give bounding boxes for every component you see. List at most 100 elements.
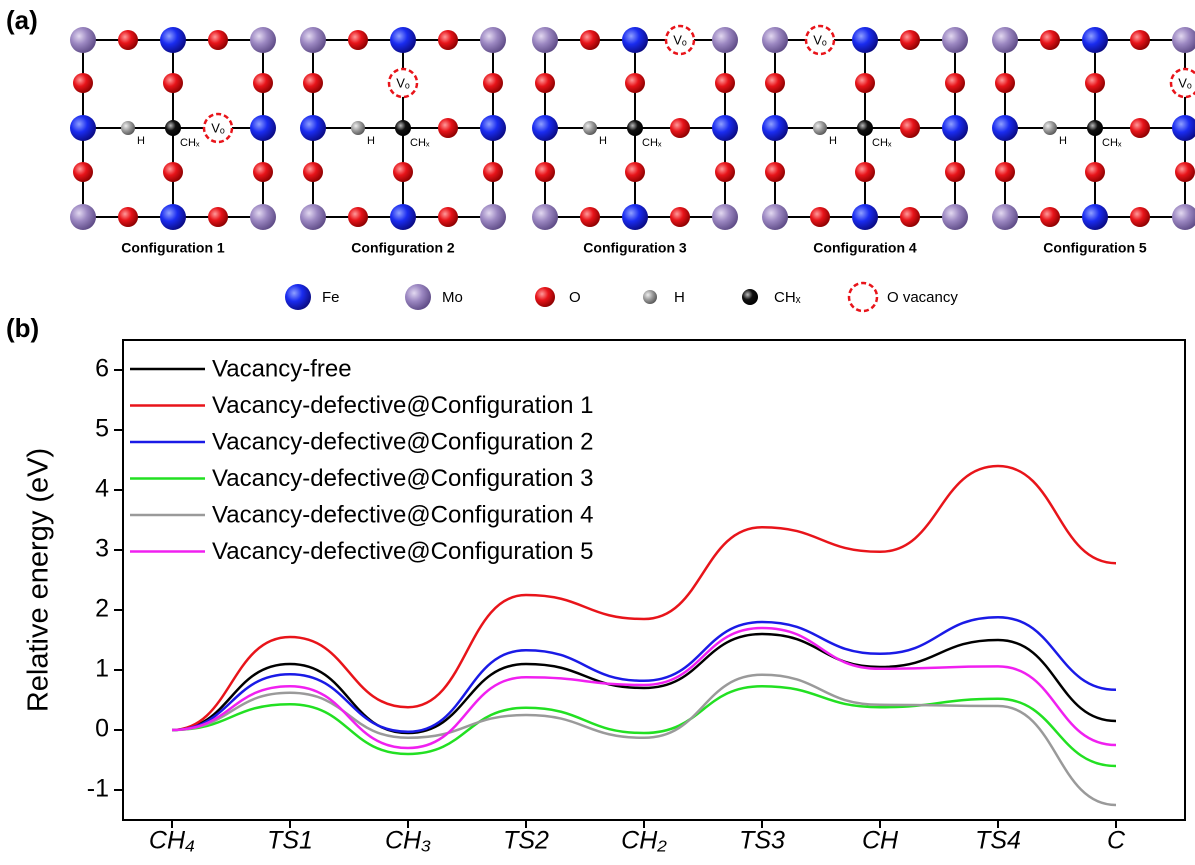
atom-fe <box>1172 115 1195 141</box>
atom-fe <box>852 27 878 53</box>
series-line <box>172 686 1116 766</box>
vacancy-label: Vₒ <box>673 32 687 47</box>
atom-fe <box>160 27 186 53</box>
atom-fe <box>1082 27 1108 53</box>
atom-legend-label: Mo <box>442 289 463 306</box>
atom-o <box>810 207 830 227</box>
atom-o <box>535 287 555 307</box>
atom-c <box>165 120 181 136</box>
atom-fe <box>532 115 558 141</box>
atom-o <box>483 73 503 93</box>
ch-label: CHₓ <box>180 137 200 149</box>
atom-o <box>348 30 368 50</box>
atom-h <box>643 290 657 304</box>
configuration-label: Configuration 5 <box>1043 240 1147 256</box>
atom-o <box>900 118 920 138</box>
atom-fe <box>480 115 506 141</box>
atom-o <box>995 162 1015 182</box>
atom-o <box>118 207 138 227</box>
figure: (a) VₒHCHₓConfiguration 1VₒHCHₓConfigura… <box>0 0 1195 865</box>
atom-o <box>625 162 645 182</box>
atom-mo <box>712 27 738 53</box>
atom-fe <box>160 204 186 230</box>
atom-mo <box>1172 204 1195 230</box>
y-tick-label: 5 <box>95 415 109 443</box>
atom-mo <box>300 204 326 230</box>
atom-o <box>1175 162 1195 182</box>
ch-label: CHₓ <box>1102 137 1122 149</box>
h-label: H <box>829 135 837 147</box>
x-tick-label: TS1 <box>267 827 313 855</box>
atom-o <box>253 73 273 93</box>
x-tick-label: TS4 <box>975 827 1021 855</box>
vacancy <box>849 283 877 311</box>
atom-fe <box>285 284 311 310</box>
x-tick-label: CH₃ <box>385 827 431 855</box>
atom-mo <box>480 27 506 53</box>
h-label: H <box>137 135 145 147</box>
atom-o <box>855 162 875 182</box>
atom-o <box>715 162 735 182</box>
configuration-label: Configuration 3 <box>583 240 687 256</box>
atom-legend-label: O vacancy <box>887 289 958 306</box>
atom-mo <box>405 284 431 310</box>
atom-mo <box>712 204 738 230</box>
atom-mo <box>480 204 506 230</box>
y-tick-label: 2 <box>95 595 109 623</box>
atom-o <box>483 162 503 182</box>
atom-o <box>303 162 323 182</box>
atom-h <box>1043 121 1057 135</box>
x-tick-label: CH₄ <box>149 827 195 855</box>
atom-mo <box>992 27 1018 53</box>
x-tick-label: TS3 <box>739 827 785 855</box>
atom-legend-label: H <box>674 289 685 306</box>
h-label: H <box>367 135 375 147</box>
atom-o <box>73 73 93 93</box>
y-tick-label: 1 <box>95 655 109 683</box>
atom-mo <box>762 204 788 230</box>
atom-legend-label: CHₓ <box>774 289 801 306</box>
atom-legend-label: O <box>569 289 581 306</box>
atom-mo <box>942 204 968 230</box>
atom-o <box>253 162 273 182</box>
atom-mo <box>532 204 558 230</box>
atom-o <box>765 162 785 182</box>
atom-o <box>715 73 735 93</box>
vacancy-label: Vₒ <box>396 75 410 90</box>
legend-label: Vacancy-defective@Configuration 1 <box>212 392 593 419</box>
ch-label: CHₓ <box>410 137 430 149</box>
atom-c <box>627 120 643 136</box>
legend-label: Vacancy-defective@Configuration 3 <box>212 465 593 492</box>
atom-fe <box>622 204 648 230</box>
y-tick-label: 0 <box>95 715 109 743</box>
atom-mo <box>70 27 96 53</box>
atom-h <box>121 121 135 135</box>
atom-o <box>1040 207 1060 227</box>
vacancy-label: Vₒ <box>813 32 827 47</box>
atom-mo <box>70 204 96 230</box>
atom-o <box>625 73 645 93</box>
atom-h <box>583 121 597 135</box>
atom-mo <box>762 27 788 53</box>
atom-c <box>1087 120 1103 136</box>
atom-mo <box>300 27 326 53</box>
atom-c <box>742 289 758 305</box>
atom-fe <box>390 27 416 53</box>
atom-o <box>670 207 690 227</box>
atom-o <box>163 162 183 182</box>
y-tick-label: 6 <box>95 355 109 383</box>
panel-label: (b) <box>6 313 39 343</box>
atom-mo <box>250 27 276 53</box>
atom-o <box>945 162 965 182</box>
atom-mo <box>250 204 276 230</box>
atom-fe <box>70 115 96 141</box>
vacancy-label: Vₒ <box>1178 75 1192 90</box>
atom-mo <box>532 27 558 53</box>
atom-fe <box>300 115 326 141</box>
panel-label: (a) <box>6 5 38 35</box>
atom-c <box>395 120 411 136</box>
configuration: VₒHCHₓConfiguration 5 <box>992 27 1195 256</box>
